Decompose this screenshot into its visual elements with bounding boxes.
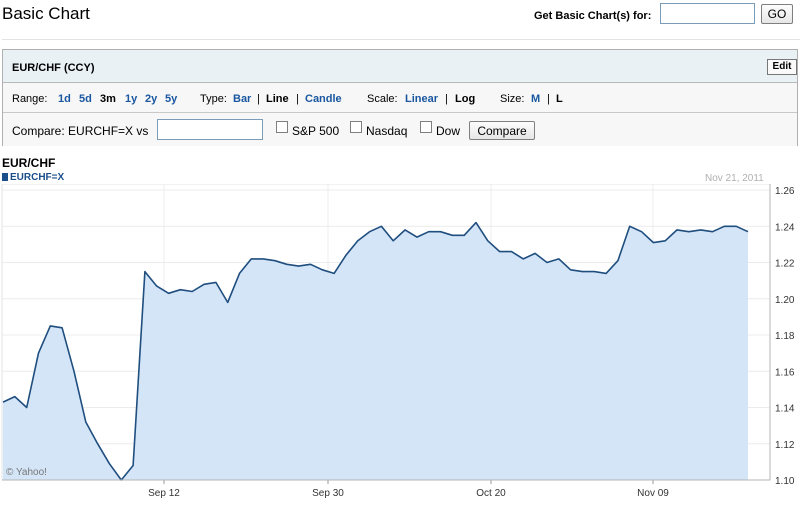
nasdaq-checkbox[interactable] [350,121,362,133]
symbol-label: EUR/CHF (CCY) [12,62,95,74]
chart-legend: EURCHF=X [2,172,64,183]
y-tick-label: 1.10 [775,476,795,487]
nasdaq-label: Nasdaq [366,124,408,138]
scale-linear-link[interactable]: Linear [405,93,439,105]
separator: | [547,93,550,105]
type-candle-link[interactable]: Candle [305,93,342,105]
sp500-label: S&P 500 [292,124,340,138]
compare-symbol-input[interactable] [157,119,263,140]
divider [2,39,800,40]
range-3m-selected: 3m [100,93,116,105]
y-tick-label: 1.16 [775,367,795,378]
compare-row: Compare: EURCHF=X vs S&P 500 Nasdaq Dow … [3,113,797,146]
panel-header: EUR/CHF (CCY) Edit [3,50,797,83]
page-title: Basic Chart [2,4,90,23]
y-tick-label: 1.20 [775,295,795,306]
dow-label: Dow [436,124,461,138]
type-bar-link[interactable]: Bar [233,93,252,105]
legend-series-name: EURCHF=X [10,172,65,183]
y-tick-label: 1.22 [775,259,795,270]
range-1d-link[interactable]: 1d [58,93,71,105]
chart-title: EUR/CHF [2,156,56,170]
x-tick-label: Oct 20 [476,488,506,499]
scale-log-selected: Log [455,93,476,105]
edit-button[interactable]: Edit [767,59,797,75]
range-2y-link[interactable]: 2y [145,93,158,105]
type-label: Type: [200,93,227,105]
lookup-label: Get Basic Chart(s) for: [534,10,652,22]
y-tick-label: 1.14 [775,404,795,415]
x-tick-label: Sep 30 [312,488,344,499]
y-tick-label: 1.12 [775,440,795,451]
separator: | [445,93,448,105]
compare-label: Compare: EURCHF=X vs [12,124,149,138]
series-area [3,222,748,480]
scale-label: Scale: [367,93,398,105]
size-label: Size: [500,93,525,105]
sp500-checkbox[interactable] [276,121,288,133]
range-1y-link[interactable]: 1y [125,93,138,105]
series-line [2,221,749,481]
price-chart: 1.10 1.12 1.14 1.16 1.18 1.20 1.22 1.24 1.26 Sep … [1,184,795,499]
compare-button[interactable]: Compare [469,121,535,140]
symbol-lookup-input[interactable] [660,3,755,24]
range-5y-link[interactable]: 5y [165,93,178,105]
go-button[interactable]: GO [761,4,793,24]
separator: | [257,93,260,105]
x-tick-label: Nov 09 [637,488,669,499]
range-label: Range: [12,93,48,105]
separator: | [296,93,299,105]
chart-controls: Range: 1d 5d 3m 1y 2y 5y Type: Bar | Lin… [3,83,797,113]
chart-settings-panel: EUR/CHF (CCY) Edit Range: 1d 5d 3m 1y 2y… [2,49,798,146]
size-m-link[interactable]: M [531,93,541,105]
x-tick-label: Sep 12 [148,488,180,499]
type-line-selected: Line [266,93,289,105]
size-l-link[interactable]: L [556,93,563,105]
copyright-notice: © Yahoo! [6,467,47,478]
range-5d-link[interactable]: 5d [79,93,92,105]
y-tick-label: 1.18 [775,331,795,342]
dow-checkbox[interactable] [420,121,432,133]
chart-date-label: Nov 21, 2011 [705,173,764,184]
y-tick-label: 1.24 [775,222,795,233]
y-tick-label: 1.26 [775,186,795,197]
legend-swatch [2,173,8,181]
